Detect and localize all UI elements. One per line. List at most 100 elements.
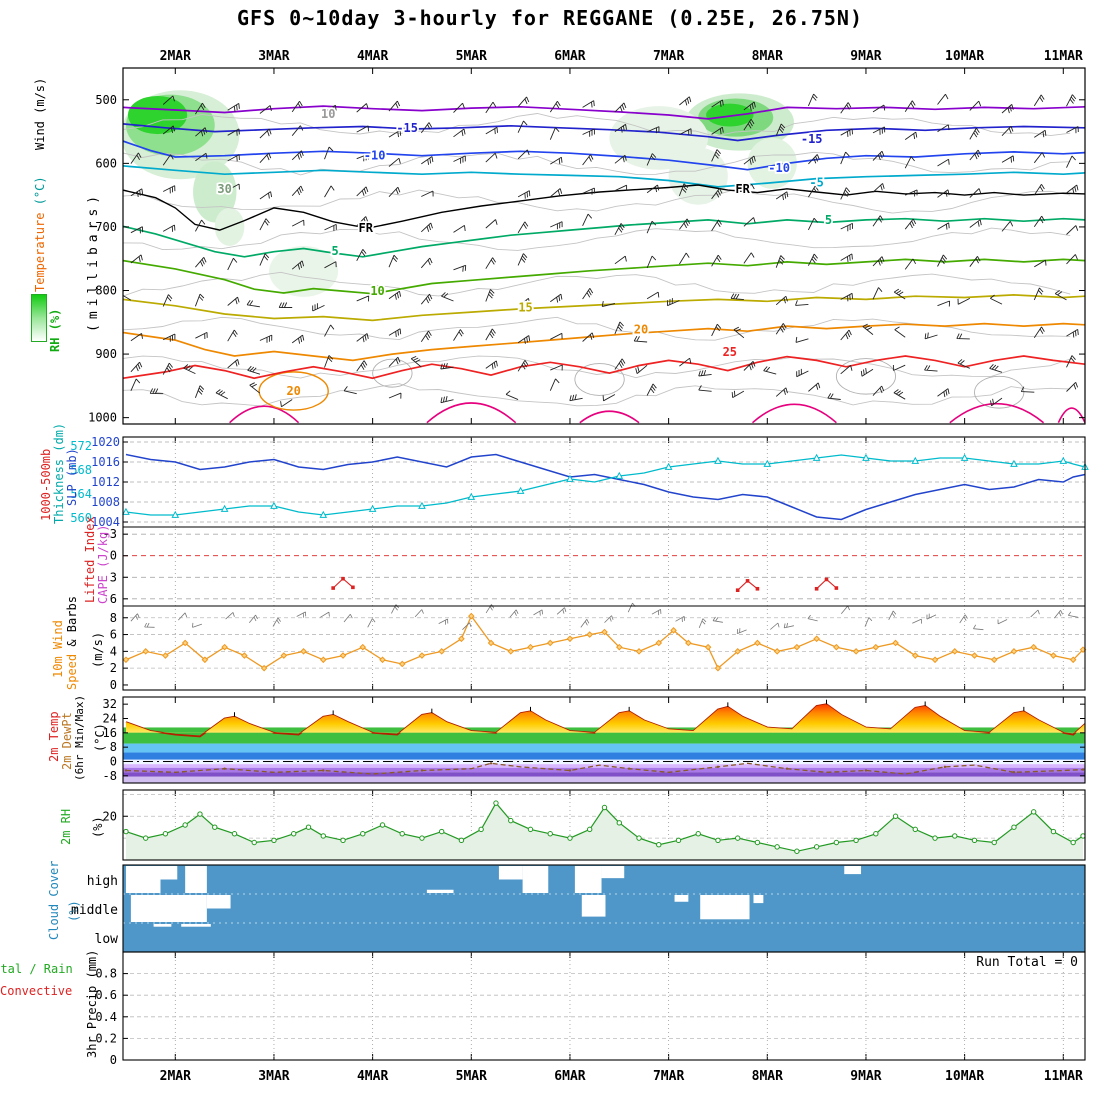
wind-barb bbox=[549, 100, 561, 113]
wind-barb bbox=[808, 185, 819, 198]
wind-barb bbox=[162, 362, 173, 375]
wind-barb bbox=[388, 392, 402, 399]
surface-wind-barb bbox=[414, 609, 424, 618]
wind-barb bbox=[893, 389, 906, 400]
rh-marker bbox=[305, 824, 312, 830]
date-label-bottom: 4MAR bbox=[357, 1069, 388, 1084]
date-label-bottom: 5MAR bbox=[456, 1069, 487, 1084]
wind-barb bbox=[840, 128, 853, 137]
rh-gradient-swatch bbox=[31, 294, 47, 342]
surface-wind-barb bbox=[225, 612, 235, 620]
rh-contour-gray bbox=[123, 271, 1071, 297]
rh-shading-blob bbox=[706, 103, 754, 127]
wind-speed-marker bbox=[1010, 648, 1018, 655]
rh-marker bbox=[320, 833, 326, 839]
wind-barb bbox=[517, 96, 530, 107]
wind-speed-marker bbox=[162, 652, 169, 659]
contour-label: 15 bbox=[518, 301, 532, 315]
temp-panel bbox=[123, 699, 1085, 783]
cloud-patch-middle bbox=[130, 895, 207, 922]
wind-speed-marker bbox=[398, 660, 406, 668]
wind-barb bbox=[162, 125, 176, 135]
rh-marker bbox=[290, 831, 297, 837]
date-label-bottom: 2MAR bbox=[160, 1069, 191, 1084]
axis-label-cape: CAPE (J/kg) bbox=[96, 524, 110, 604]
rh-contour-gray bbox=[123, 383, 1071, 407]
wind-barb bbox=[711, 219, 722, 232]
li-marker bbox=[814, 586, 819, 591]
contour--20 bbox=[123, 105, 1085, 120]
cloud-patch-low bbox=[181, 924, 211, 927]
contour-FR bbox=[123, 184, 1085, 231]
wind-speed-marker bbox=[487, 639, 495, 647]
li-tick-label: -3 bbox=[103, 527, 117, 541]
rh-marker bbox=[586, 826, 593, 833]
contour-label: 5 bbox=[825, 213, 832, 227]
axis-label-cloud-cover: Cloud Cover bbox=[47, 860, 61, 940]
wind-barb bbox=[937, 158, 950, 167]
wind-barb bbox=[743, 217, 756, 227]
precip-tick-label: 0.4 bbox=[95, 1010, 117, 1024]
rh-marker bbox=[601, 804, 608, 811]
axis-label-speed: Speed bbox=[65, 653, 79, 690]
wind-speed-marker bbox=[241, 652, 248, 659]
wind-barb bbox=[969, 219, 982, 228]
temp-band bbox=[123, 776, 1085, 783]
precip-tick-label: 0 bbox=[110, 1053, 117, 1067]
axis-label-minmax: (6hr Min/Max) bbox=[73, 694, 86, 781]
rh-marker bbox=[567, 835, 573, 841]
rh-marker bbox=[379, 822, 386, 828]
cloud-patch-middle bbox=[581, 895, 606, 917]
wind-barb bbox=[130, 152, 142, 164]
wind-barb bbox=[130, 226, 144, 234]
rh-contour-loop bbox=[835, 358, 897, 395]
wind-speed-marker bbox=[142, 648, 150, 655]
wind-barb bbox=[1066, 225, 1079, 235]
wind-barb bbox=[388, 356, 401, 367]
wind-barb bbox=[249, 382, 261, 394]
wind-speed-marker bbox=[1050, 652, 1057, 659]
rh-marker bbox=[478, 826, 484, 833]
dewpoint-marker bbox=[943, 765, 947, 769]
cloud-patch-high bbox=[125, 866, 161, 893]
wind-barb bbox=[1066, 355, 1076, 368]
wind-barb bbox=[420, 122, 433, 134]
contour--15 bbox=[123, 123, 1085, 142]
wind-barb bbox=[421, 156, 434, 165]
axis-label-pct-unit: (%) bbox=[91, 816, 105, 838]
thickness-marker bbox=[368, 504, 377, 512]
wind-barb bbox=[485, 101, 497, 114]
wind-barb bbox=[280, 399, 293, 408]
wind-barb bbox=[388, 290, 402, 300]
wind-barb bbox=[614, 223, 625, 236]
rh-frame bbox=[122, 789, 1086, 861]
wind-speed-line bbox=[125, 614, 1084, 670]
wind-barb bbox=[453, 329, 464, 341]
wind-barb bbox=[227, 359, 240, 369]
wind-barb bbox=[582, 100, 595, 108]
wind-barb bbox=[291, 334, 305, 344]
rh-marker bbox=[754, 839, 761, 846]
wind-barb bbox=[872, 287, 883, 300]
wind-barb bbox=[924, 365, 938, 372]
surface-wind-barb bbox=[736, 628, 747, 634]
wind-barb bbox=[550, 364, 563, 371]
wind-speed-marker bbox=[951, 648, 959, 655]
wind-barb bbox=[582, 187, 595, 195]
wind-barb bbox=[195, 331, 208, 340]
wind-barb bbox=[602, 394, 616, 402]
axis-label-10m-wind: 10m Wind bbox=[51, 620, 65, 678]
wind-barb bbox=[388, 157, 401, 167]
date-label-top: 4MAR bbox=[357, 49, 388, 64]
wind-barb bbox=[872, 385, 885, 396]
rh-contour-gray bbox=[123, 151, 1071, 176]
slp-tick-label: 1004 bbox=[91, 515, 120, 529]
wind-tick-label: 4 bbox=[110, 644, 117, 658]
slp-tick-label: 1020 bbox=[91, 435, 120, 449]
wind-speed-marker bbox=[704, 643, 712, 651]
slp-li-wind-frame bbox=[122, 436, 1086, 691]
wind-barb bbox=[291, 125, 304, 136]
wind-barb bbox=[582, 128, 595, 137]
date-label-top: 3MAR bbox=[258, 49, 289, 64]
wind-speed-marker bbox=[793, 643, 801, 651]
